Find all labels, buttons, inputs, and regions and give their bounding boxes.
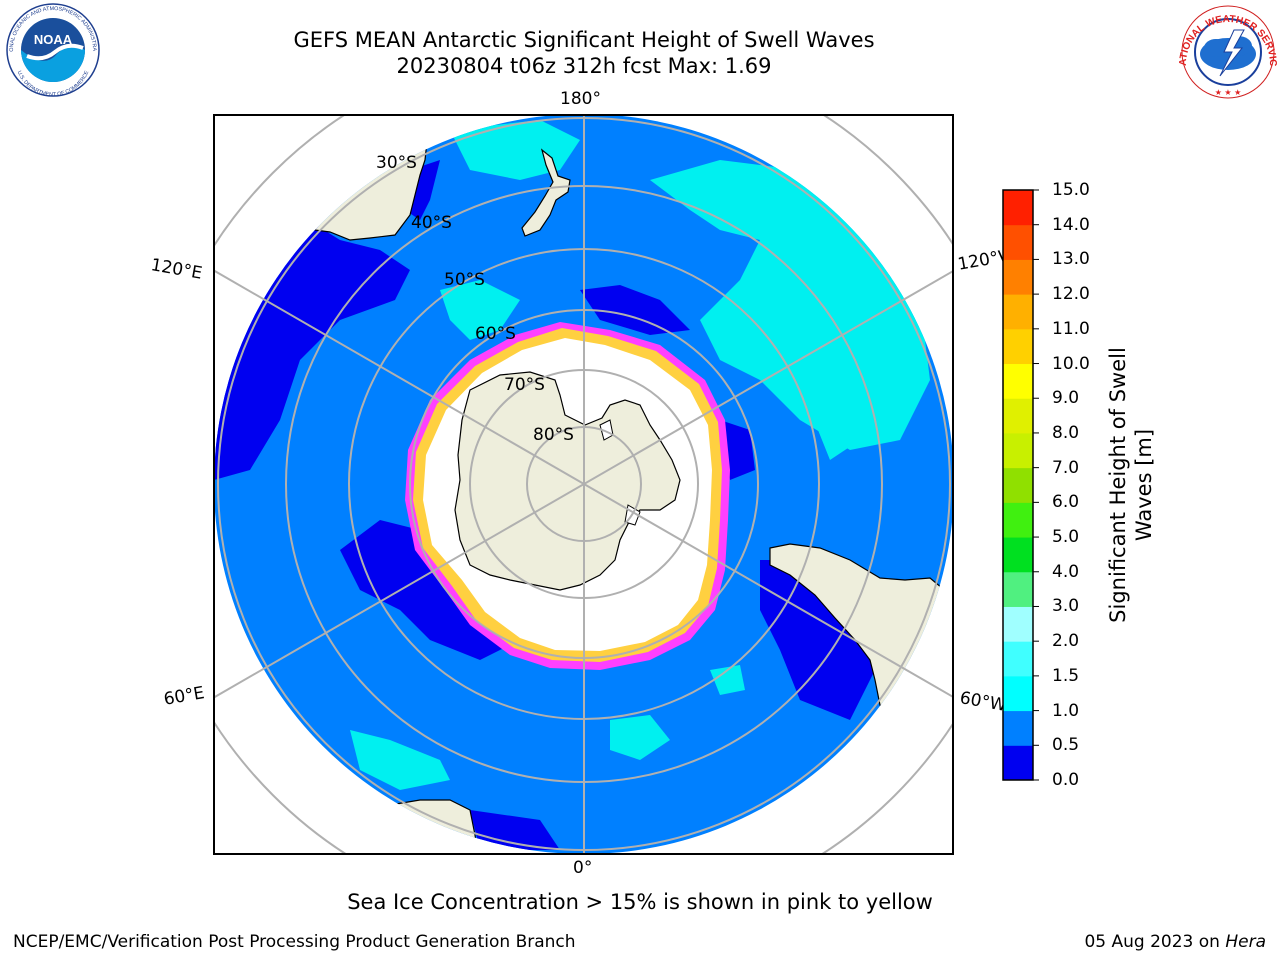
colorbar-tick-label: 11.0 xyxy=(1052,318,1090,339)
colorbar-segment xyxy=(1003,502,1033,538)
lat-label-60s: 60°S xyxy=(475,324,516,344)
colorbar-tick-label: 6.0 xyxy=(1052,492,1080,513)
sea-ice-caption: Sea Ice Concentration > 15% is shown in … xyxy=(347,890,933,914)
polar-map xyxy=(213,114,954,855)
colorbar-tick-label: 1.0 xyxy=(1052,700,1080,721)
lat-label-70s: 70°S xyxy=(504,375,545,395)
colorbar-tick-label: 2.0 xyxy=(1052,631,1080,652)
colorbar-tick-label: 13.0 xyxy=(1052,249,1090,270)
colorbar-tick-label: 9.0 xyxy=(1052,388,1080,409)
colorbar xyxy=(1002,189,1039,781)
new-zealand-landmass xyxy=(521,148,571,237)
colorbar-tick-label: 5.0 xyxy=(1052,527,1080,548)
map-title: GEFS MEAN Antarctic Significant Height o… xyxy=(293,28,875,52)
lat-label-80s: 80°S xyxy=(533,425,574,445)
colorbar-label: Significant Height of Swell Waves [m] xyxy=(1106,347,1156,623)
colorbar-segment xyxy=(1003,294,1033,330)
lon-label-60e: 60°E xyxy=(162,683,206,710)
colorbar-segment xyxy=(1003,641,1033,677)
meridian-60e-120w xyxy=(214,269,953,699)
colorbar-segment xyxy=(1003,537,1033,573)
colorbar-tick-label: 12.0 xyxy=(1052,284,1090,305)
lon-label-180: 180° xyxy=(560,89,601,109)
colorbar-segment xyxy=(1003,363,1033,399)
colorbar-tick-label: 3.0 xyxy=(1052,596,1080,617)
map-subtitle: 20230804 t06z 312h fcst Max: 1.69 xyxy=(396,54,772,78)
graticule xyxy=(214,115,953,854)
colorbar-tick-label: 10.0 xyxy=(1052,353,1090,374)
colorbar-segment xyxy=(1003,259,1033,295)
map-frame xyxy=(213,114,954,855)
colorbar-segment xyxy=(1003,224,1033,260)
lat-label-40s: 40°S xyxy=(411,213,452,233)
footer-host: Hera xyxy=(1225,932,1266,952)
lat-label-30s: 30°S xyxy=(376,153,417,173)
footer-credit: NCEP/EMC/Verification Post Processing Pr… xyxy=(13,932,576,952)
lon-label-120e: 120°E xyxy=(149,255,204,284)
colorbar-segment xyxy=(1003,710,1033,746)
colorbar-segment xyxy=(1003,467,1033,503)
footer-date: 05 Aug 2023 on Hera xyxy=(1084,932,1266,952)
colorbar-tick-label: 1.5 xyxy=(1052,665,1080,686)
colorbar-tick-label: 7.0 xyxy=(1052,457,1080,478)
lat-label-50s: 50°S xyxy=(444,270,485,290)
colorbar-segment xyxy=(1003,675,1033,712)
colorbar-tick-label: 4.0 xyxy=(1052,561,1080,582)
colorbar-segment xyxy=(1003,745,1033,781)
colorbar-segment xyxy=(1003,398,1033,434)
noaa-logo: NOAA NATIONAL OCEANIC AND ATMOSPHERIC AD… xyxy=(3,2,100,98)
colorbar-tick-label: 0.0 xyxy=(1052,770,1080,790)
colorbar-tick-label: 0.5 xyxy=(1052,735,1080,756)
colorbar-segment xyxy=(1003,432,1033,469)
svg-text:★ ★ ★: ★ ★ ★ xyxy=(1215,88,1242,97)
colorbar-tick-label: 14.0 xyxy=(1052,214,1090,235)
colorbar-tick-label: 15.0 xyxy=(1052,180,1090,200)
footer-date-text: 05 Aug 2023 on xyxy=(1084,932,1220,952)
lon-label-0: 0° xyxy=(573,858,593,878)
colorbar-segment xyxy=(1003,606,1033,642)
nws-logo: NATIONAL WEATHER SERVICE ★ ★ ★ xyxy=(1176,2,1278,99)
colorbar-tick-label: 8.0 xyxy=(1052,422,1080,443)
colorbar-segment xyxy=(1003,190,1033,226)
colorbar-segment xyxy=(1003,571,1033,607)
noaa-logo-text: NOAA xyxy=(34,32,73,47)
colorbar-frame xyxy=(1002,189,1034,781)
colorbar-segment xyxy=(1003,328,1033,365)
